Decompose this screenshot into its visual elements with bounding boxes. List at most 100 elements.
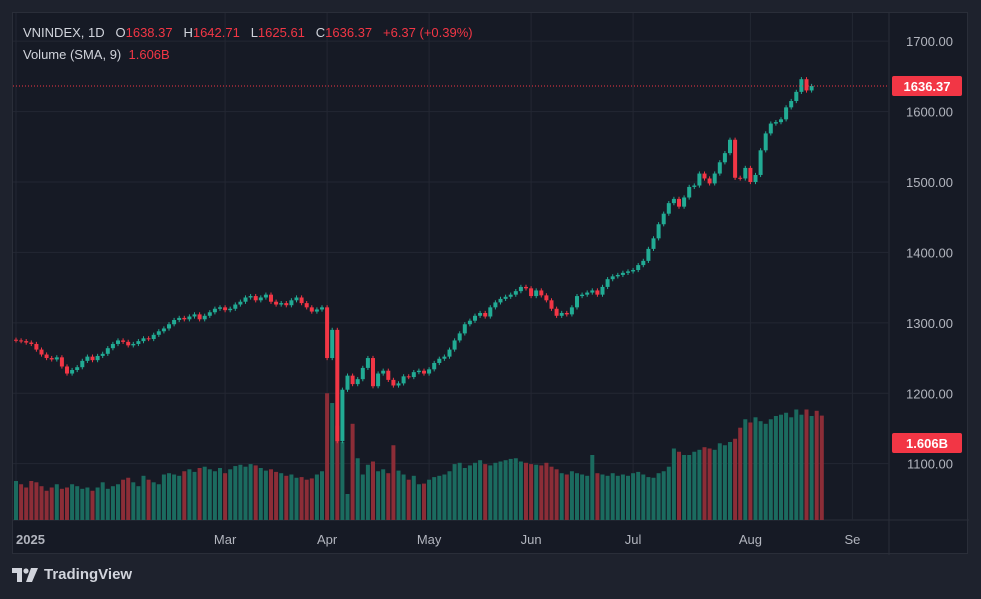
volume-bar [187,469,192,520]
candle-body [355,379,360,385]
candle-body [666,203,671,214]
volume-bar [207,469,212,520]
candle-body [172,320,177,325]
candle-body [768,123,773,134]
volume-bar [559,473,564,520]
candle-body [202,315,207,320]
candle-body [223,307,228,311]
candle-body [753,174,758,182]
x-tick-label: May [417,532,442,547]
candle-body [473,315,477,321]
candle-body [427,369,432,374]
candle-body [738,177,743,179]
volume-bar [452,464,457,520]
volume-bar [258,468,263,520]
volume-bar [39,486,44,520]
candle-body [559,312,564,316]
volume-bar [340,442,345,520]
candle-body [569,307,574,315]
candle-body [539,290,544,296]
volume-bar [212,471,217,520]
candle-body [432,362,437,370]
candle-body [462,324,467,334]
volume-bar [422,483,426,520]
volume-bar [386,473,391,520]
y-tick-label: 1400.00 [906,245,953,260]
volume-bar [223,473,228,520]
volume-bar [167,473,171,520]
y-tick-label: 1100.00 [907,457,953,472]
candle-body [105,348,110,354]
candle-body [503,296,508,299]
volume-bar [299,477,304,520]
volume-bar [90,490,95,520]
candle-body [457,333,462,341]
volume-bar [575,473,579,520]
volume-bar [279,473,284,520]
candle-body [269,294,273,302]
volume-bar [248,464,253,520]
y-tick-label: 1300.00 [906,316,953,331]
candle-body [284,303,289,306]
chart-panel[interactable]: 1700.00 1600.00 1500.00 1400.00 1300.00 1200.… [12,12,969,555]
candle-body [809,85,814,91]
volume-bar [773,416,778,520]
volume-label[interactable]: Volume (SMA, 9) [23,47,122,62]
volume-bar [345,494,350,520]
volume-bar [141,475,146,520]
candle-body [95,355,100,361]
candle-body [309,307,314,312]
candle-body [488,307,493,317]
low-label: L [250,25,258,40]
volume-bar [172,474,177,520]
candle-body [763,133,768,151]
volume-bar [631,473,636,520]
volume-bar [24,487,29,520]
volume-bar [110,486,115,520]
tradingview-logo[interactable]: TradingView [12,566,132,583]
candle-body [233,304,238,309]
volume-bar [483,464,488,520]
candle-body [728,139,732,154]
candle-body [304,303,309,308]
volume-bar [161,474,166,520]
volume-bar [284,475,289,520]
candle-body [493,302,498,308]
volume-bar [243,466,248,520]
volume-bar [524,462,528,520]
candle-body [595,290,600,295]
candle-body [121,340,126,342]
candle-body [116,340,120,344]
high-label: H [183,25,193,40]
volume-bar [534,464,539,520]
volume-bar [432,477,437,520]
volume-bar [661,471,666,520]
candle-body [65,366,69,374]
candle-body [651,238,656,249]
candle-body [467,320,472,325]
volume-bar [620,474,625,520]
volume-bar [549,466,554,520]
volume-bar [733,438,738,520]
x-tick-label: Se [844,532,860,547]
candle-body [600,286,605,295]
tradingview-logo-icon [12,567,38,582]
volume-bar [692,451,697,520]
volume-bar [518,461,523,520]
volume-bar [263,470,268,520]
volume-bar [401,474,406,520]
candlestick-chart[interactable]: 1700.00 1600.00 1500.00 1400.00 1300.00 1200.… [13,13,969,555]
volume-bar [763,423,768,520]
volume-bar [121,479,126,520]
candle-body [80,360,85,368]
x-tick-label: 2025 [16,532,45,547]
volume-bar [569,471,574,520]
candle-body [498,298,503,303]
candle-body [743,167,748,179]
candle-body [416,370,421,373]
volume-bar [85,487,90,520]
candle-body [401,376,406,384]
volume-bar [503,460,508,520]
symbol-label[interactable]: VNINDEX, 1D [23,25,105,40]
x-tick-label: Aug [739,532,762,547]
